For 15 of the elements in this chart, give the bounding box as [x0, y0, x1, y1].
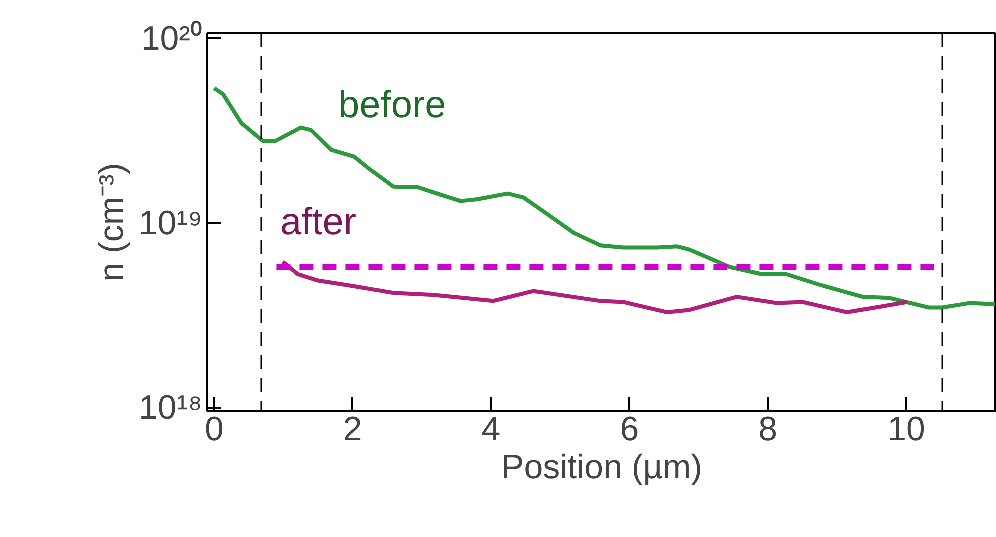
x-tick-label: 8: [758, 410, 778, 448]
x-tick-label: 6: [620, 410, 640, 448]
x-tick-label: 10: [888, 410, 926, 448]
series-label: before: [338, 84, 446, 126]
x-tick-label: 0: [204, 410, 224, 448]
x-tick-label: 2: [343, 410, 362, 448]
x-tick-label: 4: [482, 410, 501, 448]
x-axis-title: Position (µm): [502, 448, 702, 486]
y-tick-label: 10¹⁹: [138, 204, 203, 243]
series-label: after: [280, 202, 357, 244]
y-axis-title: n (cm⁻³): [92, 163, 131, 282]
line-series: [280, 260, 910, 314]
y-tick-label: 10¹⁸: [139, 389, 202, 428]
y-tick-label: 10²⁰: [141, 20, 202, 58]
line-series: [212, 86, 996, 310]
